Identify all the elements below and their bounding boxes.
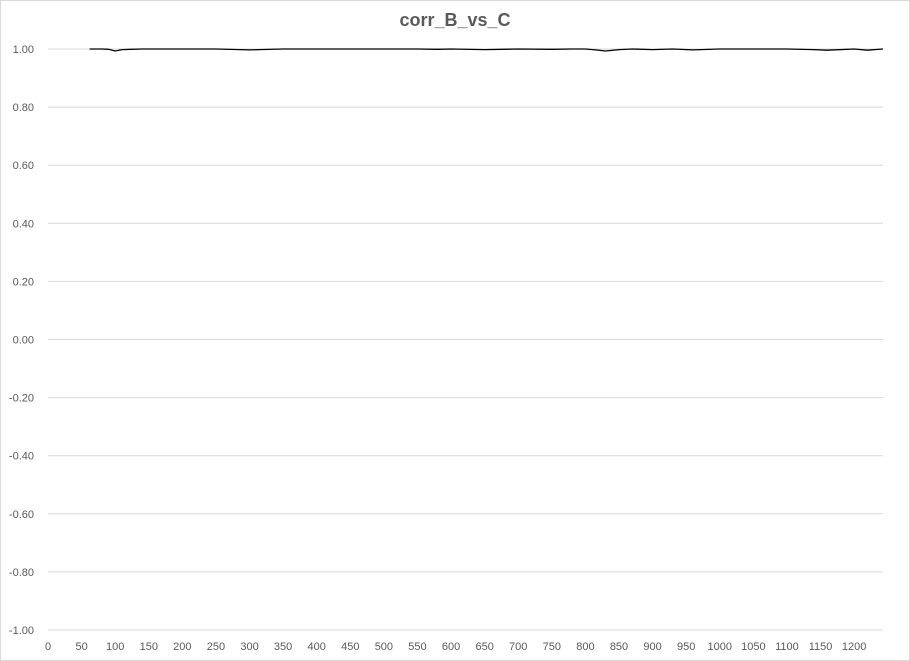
x-tick-label: 1100 xyxy=(775,641,799,653)
x-axis-ticks: 0 50 100 150 200 250 300 350 400 450 500 550 600 650 7… xyxy=(45,641,866,653)
y-tick-label: 0.20 xyxy=(13,276,34,288)
x-tick-label: 850 xyxy=(610,641,628,653)
x-tick-label: 0 xyxy=(45,641,51,653)
x-tick-label: 350 xyxy=(274,641,292,653)
chart-title: corr_B_vs_C xyxy=(399,10,511,30)
x-tick-label: 700 xyxy=(509,641,527,653)
x-tick-label: 600 xyxy=(442,641,460,653)
x-tick-label: 1000 xyxy=(708,641,732,653)
gridlines xyxy=(48,48,883,631)
x-tick-label: 200 xyxy=(173,641,191,653)
x-tick-label: 450 xyxy=(341,641,359,653)
y-tick-label: -0.40 xyxy=(9,451,34,463)
x-tick-label: 950 xyxy=(677,641,695,653)
x-tick-label: 500 xyxy=(375,641,393,653)
y-tick-label: -1.00 xyxy=(9,625,34,637)
x-tick-label: 800 xyxy=(576,641,594,653)
x-tick-label: 300 xyxy=(240,641,258,653)
y-tick-label: 0.00 xyxy=(13,335,34,347)
y-tick-label: 0.80 xyxy=(13,102,34,114)
y-tick-label: 1.00 xyxy=(13,44,34,56)
series-layer xyxy=(89,48,884,52)
y-tick-label: 0.40 xyxy=(13,218,34,230)
y-tick-label: 0.60 xyxy=(13,160,34,172)
x-tick-label: 1200 xyxy=(842,641,866,653)
x-tick-label: 400 xyxy=(308,641,326,653)
x-tick-label: 550 xyxy=(408,641,426,653)
series-line xyxy=(89,48,884,52)
y-axis-ticks: -1.00 -0.80 -0.60 -0.40 -0.20 0.00 0.20 0.40 0.6… xyxy=(9,44,34,637)
x-tick-label: 1050 xyxy=(741,641,765,653)
x-tick-label: 150 xyxy=(140,641,158,653)
x-tick-label: 750 xyxy=(543,641,561,653)
x-tick-label: 50 xyxy=(75,641,87,653)
x-tick-label: 1150 xyxy=(809,641,833,653)
x-tick-label: 900 xyxy=(643,641,661,653)
y-tick-label: -0.60 xyxy=(9,509,34,521)
x-tick-label: 250 xyxy=(207,641,225,653)
y-tick-label: -0.20 xyxy=(9,393,34,405)
x-tick-label: 650 xyxy=(475,641,493,653)
y-tick-label: -0.80 xyxy=(9,567,34,579)
x-tick-label: 100 xyxy=(106,641,124,653)
